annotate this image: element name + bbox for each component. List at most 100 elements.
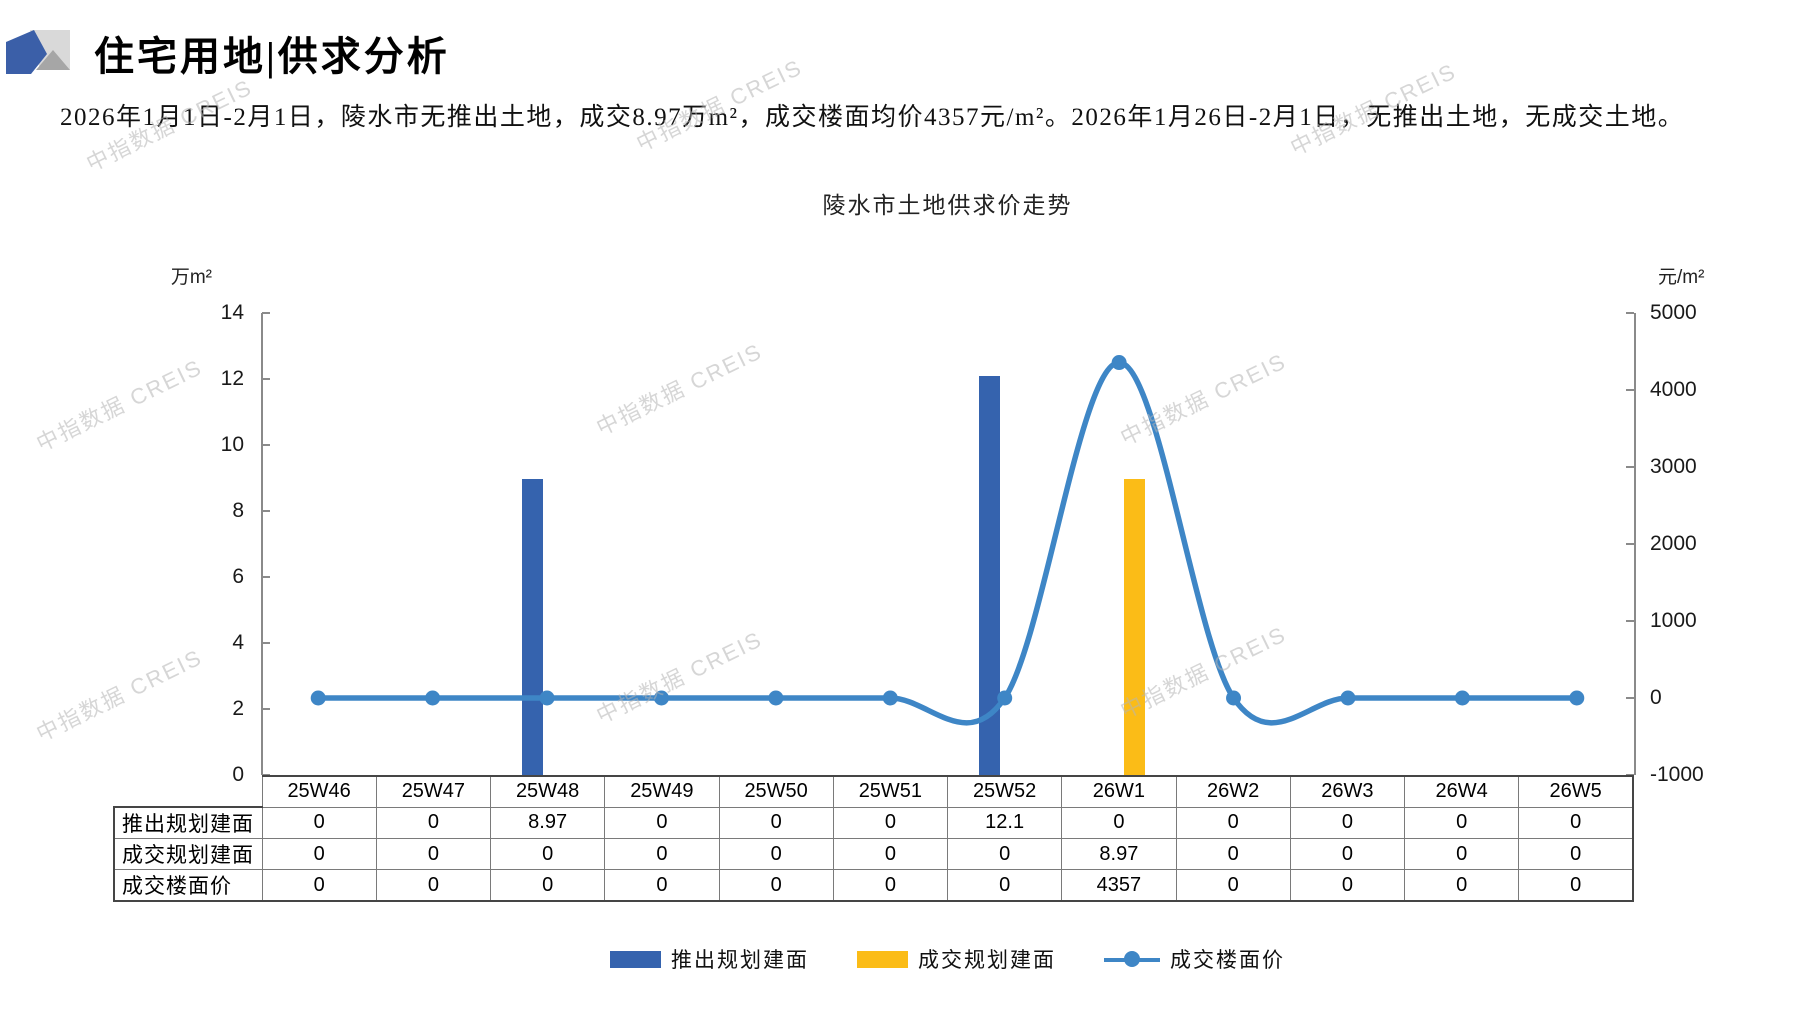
- table-cell: 0: [1518, 838, 1635, 870]
- table-column-header: 25W47: [375, 775, 492, 808]
- table-cell: 8.97: [489, 806, 606, 839]
- chart-data-table: 25W46 25W47 25W48 25W49 25W50 25W51 25W52 26W1 2…: [113, 775, 1635, 902]
- legend-label: 推出规划建面: [671, 948, 809, 972]
- right-axis-tick-label: 2000: [1650, 532, 1697, 555]
- table-column-header: 25W49: [604, 775, 720, 808]
- table-header-row: 25W46 25W47 25W48 25W49 25W50 25W51 25W52 26W1 2…: [114, 775, 1635, 808]
- bar-transaction: [1123, 478, 1145, 775]
- table-cell: 0: [375, 806, 492, 839]
- left-axis-line: [261, 313, 263, 775]
- right-axis-line: [1634, 313, 1636, 775]
- table-cell: 0: [832, 806, 949, 839]
- table-cell: 0: [1289, 838, 1406, 870]
- bar-supply: [521, 478, 543, 775]
- table-column-header: 26W1: [1061, 775, 1177, 808]
- price-line-marker: [310, 690, 326, 706]
- table-cell: 0: [718, 806, 834, 839]
- right-axis-tick-label: 4000: [1650, 378, 1697, 401]
- table-column-header: 26W3: [1289, 775, 1406, 808]
- table-column-header: 25W52: [946, 775, 1063, 808]
- legend-item: 成交楼面价: [1104, 944, 1285, 974]
- table-row: 推出规划建面 0 0 8.97 0 0 0 12.1 0 0 0 0 0: [113, 806, 1635, 839]
- legend-item: 成交规划建面: [857, 944, 1056, 974]
- price-line-marker: [1454, 690, 1470, 706]
- right-axis-tick-mark: [1626, 312, 1634, 314]
- price-line-marker: [768, 690, 784, 706]
- table-cell: 0: [1403, 838, 1520, 870]
- price-line-marker: [1569, 690, 1585, 706]
- legend-bar-swatch: [610, 950, 661, 968]
- table-cell: 0: [604, 838, 720, 870]
- price-line-marker: [653, 690, 669, 706]
- price-line: [318, 359, 1577, 726]
- left-axis-tick-mark: [262, 378, 270, 380]
- table-cell: 12.1: [946, 806, 1063, 839]
- table-column-header: 25W48: [489, 775, 606, 808]
- right-axis-tick-mark: [1626, 466, 1634, 468]
- table-cell: 0: [1175, 869, 1291, 902]
- legend-line-swatch: [1104, 951, 1160, 968]
- left-axis-tick-label: 0: [232, 763, 244, 786]
- legend-label: 成交规划建面: [918, 948, 1056, 972]
- creis-watermark: 中指数据 CREIS: [592, 338, 767, 441]
- bar-supply: [979, 375, 1001, 775]
- table-cell: 0: [1175, 806, 1291, 839]
- table-cell: 4357: [1061, 869, 1177, 902]
- table-cell: 0: [1061, 806, 1177, 839]
- table-column-header: 26W5: [1518, 775, 1635, 808]
- table-cell: 0: [489, 869, 606, 902]
- chart-title: 陵水市土地供求价走势: [822, 193, 1073, 218]
- left-axis-tick-label: 10: [220, 433, 244, 456]
- table-cell: 0: [718, 869, 834, 902]
- summary-text: 2026年1月1日-2月1日，陵水市无推出土地，成交8.97万m²，成交楼面均价…: [60, 104, 1685, 131]
- table-cell: 0: [261, 806, 377, 839]
- left-axis-tick-label: 12: [220, 367, 244, 390]
- table-cell: 0: [375, 869, 492, 902]
- table-row: 成交规划建面 0 0 0 0 0 0 0 8.97 0 0 0 0: [113, 838, 1635, 870]
- price-line-marker: [1340, 690, 1356, 706]
- table-column-header: 25W51: [832, 775, 949, 808]
- table-cell: 0: [1518, 869, 1635, 902]
- left-axis-tick-mark: [262, 576, 270, 578]
- right-axis-tick-label: 1000: [1650, 609, 1697, 632]
- table-cell: 0: [1175, 838, 1291, 870]
- table-cell: 0: [1289, 806, 1406, 839]
- table-cell: 0: [261, 838, 377, 870]
- table-column-header: 26W2: [1175, 775, 1291, 808]
- table-cell: 0: [832, 869, 949, 902]
- legend-label: 成交楼面价: [1170, 948, 1285, 972]
- table-cell: 8.97: [1061, 838, 1177, 870]
- left-axis-tick-label: 14: [220, 301, 244, 324]
- right-axis-tick-mark: [1626, 620, 1634, 622]
- creis-watermark: 中指数据 CREIS: [1116, 348, 1291, 451]
- table-cell: 0: [1289, 869, 1406, 902]
- table-column-header: 25W50: [718, 775, 834, 808]
- price-line-marker: [1111, 355, 1127, 371]
- left-axis-tick-label: 2: [232, 697, 244, 720]
- table-row: 成交楼面价 0 0 0 0 0 0 0 4357 0 0 0 0: [113, 869, 1635, 902]
- right-axis-tick-label: 5000: [1650, 301, 1697, 324]
- table-cell: 0: [375, 838, 492, 870]
- left-axis-tick-mark: [262, 312, 270, 314]
- table-cell: 0: [604, 806, 720, 839]
- legend-bar-swatch: [857, 950, 908, 968]
- table-cell: 0: [489, 838, 606, 870]
- left-axis-tick-mark: [262, 510, 270, 512]
- left-axis-tick-mark: [262, 642, 270, 644]
- right-axis-tick-mark: [1626, 389, 1634, 391]
- left-axis-tick-label: 6: [232, 565, 244, 588]
- left-axis-tick-label: 8: [232, 499, 244, 522]
- price-line-marker: [1226, 690, 1242, 706]
- table-row-header: 成交规划建面: [113, 838, 263, 870]
- table-cell: 0: [1403, 869, 1520, 902]
- table-cell: 0: [261, 869, 377, 902]
- table-cell: 0: [604, 869, 720, 902]
- right-axis-tick-label: 3000: [1650, 455, 1697, 478]
- left-axis-tick-mark: [262, 774, 270, 776]
- table-cell: 0: [1403, 806, 1520, 839]
- right-axis-tick-mark: [1626, 774, 1634, 776]
- right-axis-tick-label: -1000: [1650, 763, 1704, 786]
- table-cell: 0: [1518, 806, 1635, 839]
- table-cell: 0: [946, 838, 1063, 870]
